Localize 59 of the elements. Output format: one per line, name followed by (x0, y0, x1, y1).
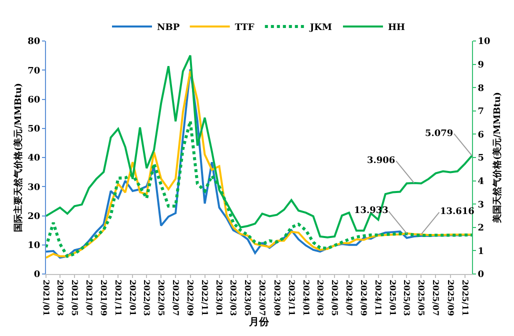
y2-tick-label: 3 (478, 200, 484, 210)
y2-tick-label: 9 (478, 60, 484, 70)
x-axis-title: 月份 (248, 316, 270, 328)
y2-tick-label: 1 (478, 246, 484, 257)
x-tick-label: 2024/03 (316, 280, 326, 316)
y-tick-label: 30 (28, 182, 40, 193)
x-tick-label: 2021/01 (41, 280, 52, 316)
x-tick-label: 2021/07 (84, 280, 94, 316)
x-tick-label: 2023/03 (228, 280, 239, 316)
x-tick-label: 2024/09 (359, 280, 370, 316)
x-tick-label: 2022/09 (186, 280, 196, 316)
y2-tick-label: 7 (478, 107, 484, 118)
data-label: 3.906 (367, 156, 396, 166)
legend-label: TTF (234, 23, 255, 34)
y-tick-label: 0 (34, 270, 40, 280)
x-tick-label: 2024/01 (301, 280, 312, 316)
y2-tick-label: 2 (478, 224, 484, 234)
x-tick-label: 2025/05 (416, 280, 427, 316)
y-tick-label: 60 (28, 95, 40, 106)
legend-label: HH (388, 23, 406, 34)
x-tick-label: 2021/09 (99, 280, 110, 316)
x-tick-label: 2022/05 (156, 280, 166, 316)
y2-tick-label: 4 (478, 176, 484, 187)
x-tick-label: 2022/03 (142, 280, 152, 316)
y2-tick-label: 6 (478, 130, 484, 140)
y-tick-label: 20 (28, 212, 40, 222)
y-tick-label: 70 (28, 66, 40, 76)
x-tick-label: 2022/11 (200, 280, 210, 316)
y-axis-title: 国际主要天然气价格(美元/MMBtu) (13, 82, 24, 232)
x-tick-label: 2021/03 (55, 280, 66, 316)
x-tick-label: 2025/01 (388, 280, 398, 316)
x-tick-label: 2025/09 (446, 280, 456, 316)
x-tick-label: 2023/01 (214, 280, 225, 316)
x-tick-label: 2023/05 (243, 280, 254, 316)
x-tick-label: 2024/11 (374, 280, 384, 316)
x-tick-label: 2023/11 (286, 280, 297, 316)
data-label: 5.079 (425, 129, 454, 139)
x-tick-label: 2025/07 (431, 280, 442, 316)
y2-axis-title: 美国天然气价格(美元/MMBtu) (492, 92, 504, 224)
y-tick-label: 80 (28, 37, 40, 48)
x-tick-label: 2021/11 (114, 280, 124, 316)
y-tick-label: 50 (28, 124, 40, 135)
y-tick-label: 10 (28, 241, 40, 252)
x-tick-label: 2023/07 (258, 280, 268, 316)
legend-label: NBP (157, 23, 180, 34)
y2-tick-label: 8 (478, 84, 484, 94)
x-tick-label: 2021/05 (70, 280, 80, 316)
y2-tick-label: 0 (478, 270, 484, 280)
x-tick-label: 2022/07 (170, 280, 181, 316)
legend-label: JKM (308, 23, 332, 34)
x-tick-label: 2023/09 (272, 280, 282, 316)
x-tick-label: 2025/03 (402, 280, 412, 316)
x-tick-label: 2025/11 (460, 280, 470, 316)
x-tick-label: 2024/07 (344, 280, 354, 316)
y2-tick-label: 10 (478, 37, 490, 48)
y-tick-label: 40 (28, 154, 40, 164)
x-tick-label: 2024/05 (330, 280, 340, 316)
y2-tick-label: 5 (478, 154, 484, 164)
x-tick-label: 2022/01 (128, 280, 138, 316)
